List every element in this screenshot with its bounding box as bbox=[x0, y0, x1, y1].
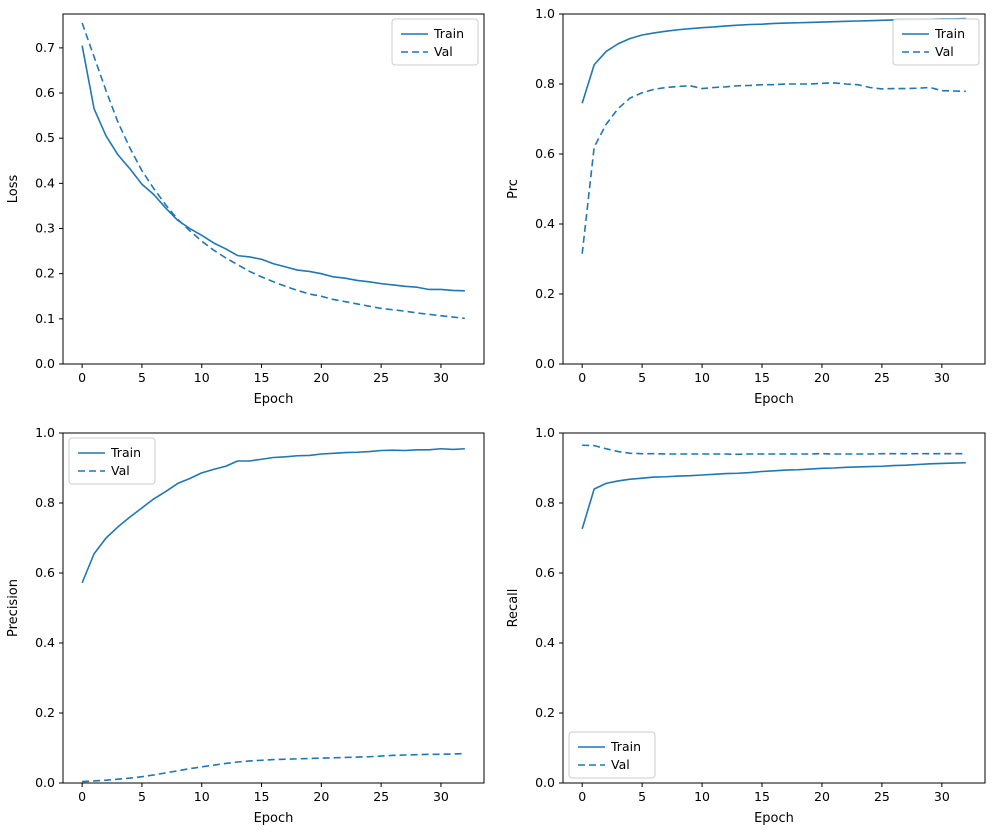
y-tick-label: 0.6 bbox=[535, 146, 555, 161]
y-tick-label: 1.0 bbox=[535, 425, 555, 440]
x-tick-label: 15 bbox=[754, 370, 770, 385]
y-tick-label: 0.1 bbox=[35, 311, 55, 326]
x-tick-label: 30 bbox=[433, 370, 449, 385]
y-tick-label: 0.6 bbox=[35, 85, 55, 100]
y-tick-label: 0.8 bbox=[535, 495, 555, 510]
loss-chart-canvas: 0 5 10 15 20 25 30 0.0 0.1 0.2 0.3 0.4 0.5 0.6 0.7 Epoc… bbox=[6, 13, 485, 407]
series-line-train bbox=[581, 461, 966, 530]
x-tick-label: 0 bbox=[578, 370, 586, 385]
x-tick-label: 30 bbox=[934, 370, 950, 385]
prc-chart: 0 5 10 15 20 25 30 0.0 0.2 0.4 0.6 0.8 1.0 Epoch Prc Tr… bbox=[500, 0, 1001, 419]
y-tick-label: 0.4 bbox=[535, 635, 555, 650]
y-tick-label: 0.0 bbox=[535, 775, 555, 790]
y-tick-label: 1.0 bbox=[535, 6, 555, 21]
x-tick-label: 5 bbox=[138, 789, 146, 804]
y-tick-label: 0.0 bbox=[35, 356, 55, 371]
prc-chart-canvas: 0 5 10 15 20 25 30 0.0 0.2 0.4 0.6 0.8 1.0 Epoch Prc Tr… bbox=[506, 6, 986, 407]
x-tick-label: 25 bbox=[373, 370, 389, 385]
y-tick-label: 0.0 bbox=[35, 775, 55, 790]
recall-chart: 0 5 10 15 20 25 30 0.0 0.2 0.4 0.6 0.8 1.0 Epoch Recal… bbox=[500, 419, 1001, 838]
series-line-val bbox=[582, 444, 966, 456]
axes-frame bbox=[562, 432, 986, 784]
y-axis-label: Precision bbox=[6, 579, 21, 637]
y-tick-label: 0.2 bbox=[35, 705, 55, 720]
loss-chart: 0 5 10 15 20 25 30 0.0 0.1 0.2 0.3 0.4 0.5 0.6 0.7 Epoc… bbox=[0, 0, 500, 419]
axes-frame bbox=[62, 13, 485, 365]
legend-label-val: Val bbox=[935, 44, 954, 59]
y-tick-label: 0.2 bbox=[35, 266, 55, 281]
x-tick-label: 0 bbox=[578, 789, 586, 804]
x-tick-label: 10 bbox=[194, 789, 210, 804]
y-axis-label: Recall bbox=[506, 589, 521, 628]
x-tick-label: 30 bbox=[433, 789, 449, 804]
x-tick-label: 25 bbox=[874, 370, 890, 385]
y-tick-label: 0.8 bbox=[535, 76, 555, 91]
x-tick-label: 10 bbox=[694, 370, 710, 385]
x-axis-label: Epoch bbox=[254, 392, 294, 407]
x-tick-label: 20 bbox=[814, 789, 830, 804]
x-axis-label: Epoch bbox=[254, 811, 294, 826]
legend-label-train: Train bbox=[433, 26, 464, 41]
y-tick-label: 0.6 bbox=[35, 565, 55, 580]
x-tick-label: 0 bbox=[78, 370, 86, 385]
y-axis-label: Prc bbox=[506, 179, 521, 199]
y-tick-label: 0.7 bbox=[35, 40, 55, 55]
x-tick-label: 5 bbox=[638, 789, 646, 804]
x-tick-label: 25 bbox=[373, 789, 389, 804]
axes-frame bbox=[562, 13, 986, 365]
precision-chart: 0 5 10 15 20 25 30 0.0 0.2 0.4 0.6 0.8 1.0 Epoch Preci… bbox=[0, 419, 500, 838]
series-line-val bbox=[81, 22, 465, 320]
legend-label-train: Train bbox=[110, 445, 141, 460]
y-axis-label: Loss bbox=[6, 175, 21, 204]
legend-label-val: Val bbox=[611, 757, 630, 772]
legend-label-val: Val bbox=[111, 463, 130, 478]
y-tick-label: 0.8 bbox=[35, 495, 55, 510]
y-tick-label: 0.0 bbox=[535, 356, 555, 371]
legend-label-train: Train bbox=[610, 739, 641, 754]
x-axis-label: Epoch bbox=[754, 811, 794, 826]
x-tick-label: 15 bbox=[254, 789, 270, 804]
series-line-val bbox=[82, 752, 465, 783]
x-tick-label: 20 bbox=[814, 370, 830, 385]
legend-box bbox=[391, 18, 479, 66]
legend-label-val: Val bbox=[434, 44, 453, 59]
legend-box bbox=[68, 437, 156, 485]
y-tick-label: 1.0 bbox=[35, 425, 55, 440]
x-tick-label: 5 bbox=[138, 370, 146, 385]
y-tick-label: 0.6 bbox=[535, 565, 555, 580]
x-tick-label: 15 bbox=[754, 789, 770, 804]
y-tick-label: 0.4 bbox=[35, 635, 55, 650]
x-tick-label: 20 bbox=[313, 789, 329, 804]
x-tick-label: 5 bbox=[638, 370, 646, 385]
x-axis-label: Epoch bbox=[754, 392, 794, 407]
series-line-val bbox=[581, 82, 966, 254]
series-line-train bbox=[81, 447, 465, 584]
precision-chart-canvas: 0 5 10 15 20 25 30 0.0 0.2 0.4 0.6 0.8 1.0 Epoch Preci… bbox=[6, 425, 485, 826]
y-tick-label: 0.3 bbox=[35, 221, 55, 236]
x-tick-label: 30 bbox=[934, 789, 950, 804]
recall-chart-canvas: 0 5 10 15 20 25 30 0.0 0.2 0.4 0.6 0.8 1.0 Epoch Recal… bbox=[506, 425, 986, 826]
legend-box bbox=[568, 731, 656, 779]
series-line-train bbox=[81, 45, 465, 292]
x-tick-label: 20 bbox=[313, 370, 329, 385]
legend-box bbox=[892, 18, 980, 66]
x-tick-label: 25 bbox=[874, 789, 890, 804]
y-tick-label: 0.2 bbox=[535, 286, 555, 301]
axes-frame bbox=[62, 432, 485, 784]
x-tick-label: 15 bbox=[254, 370, 270, 385]
x-tick-label: 0 bbox=[78, 789, 86, 804]
legend-label-train: Train bbox=[934, 26, 965, 41]
x-tick-label: 10 bbox=[194, 370, 210, 385]
y-tick-label: 0.2 bbox=[535, 705, 555, 720]
y-tick-label: 0.4 bbox=[35, 175, 55, 190]
x-tick-label: 10 bbox=[694, 789, 710, 804]
y-tick-label: 0.5 bbox=[35, 130, 55, 145]
y-tick-label: 0.4 bbox=[535, 216, 555, 231]
